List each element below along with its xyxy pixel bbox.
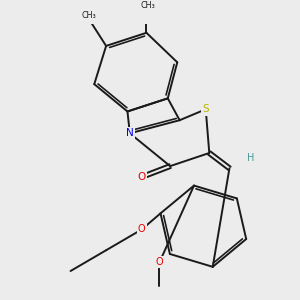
- Text: O: O: [138, 172, 146, 182]
- Text: N: N: [126, 128, 134, 138]
- Text: CH₃: CH₃: [140, 1, 155, 10]
- Text: CH₃: CH₃: [82, 11, 97, 20]
- Text: O: O: [156, 257, 163, 267]
- Text: H: H: [247, 154, 254, 164]
- Text: O: O: [138, 224, 146, 235]
- Text: S: S: [202, 104, 209, 114]
